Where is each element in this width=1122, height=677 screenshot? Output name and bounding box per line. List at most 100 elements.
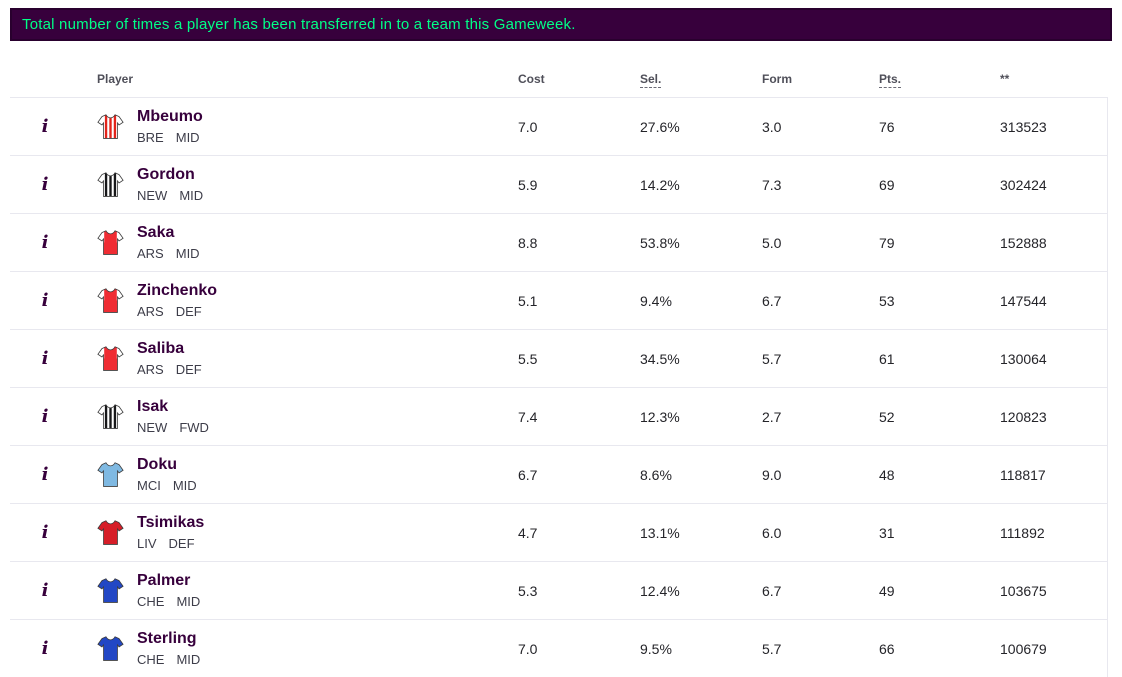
player-team: CHE (137, 593, 165, 609)
player-team-position: CHE MID (137, 652, 200, 667)
player-cell: Saka ARS MID (80, 224, 518, 261)
player-name: Tsimikas (137, 514, 205, 532)
player-info-icon[interactable]: i (41, 174, 49, 195)
player-meta: Sterling CHE MID (137, 630, 200, 666)
selected-percent-value: 14.2% (640, 176, 680, 193)
player-team: ARS (137, 303, 164, 319)
player-team-position: ARS DEF (137, 362, 202, 377)
points-value: 49 (879, 582, 895, 599)
player-position: MID (175, 129, 200, 145)
cost-value: 7.0 (518, 640, 538, 657)
player-team: CHE (137, 651, 165, 667)
points-value: 48 (879, 466, 895, 483)
player-cell: Doku MCI MID (80, 456, 518, 493)
player-position: MID (176, 651, 201, 667)
player-meta: Doku MCI MID (137, 456, 197, 492)
player-meta: Zinchenko ARS DEF (137, 282, 217, 318)
player-meta: Tsimikas LIV DEF (137, 514, 204, 550)
player-info-icon[interactable]: i (41, 522, 49, 543)
form-value: 5.7 (762, 640, 782, 657)
cost-value: 5.5 (518, 350, 538, 367)
transfers-table: Player Cost Sel. Form Pts. ** i (10, 60, 1108, 677)
player-meta: Saliba ARS DEF (137, 340, 202, 376)
player-info-icon[interactable]: i (41, 232, 49, 253)
player-name: Saka (137, 224, 175, 242)
cost-value: 5.3 (518, 582, 538, 599)
team-shirt-icon (97, 288, 124, 313)
transfers-in-value: 120823 (1000, 408, 1047, 425)
player-position: MID (172, 477, 197, 493)
player-team: NEW (137, 187, 168, 203)
player-position: DEF (175, 361, 202, 377)
form-value: 5.0 (762, 234, 782, 251)
player-row: i Palmer CHE MID (10, 561, 1107, 619)
info-cell: i (10, 232, 80, 253)
player-info-icon[interactable]: i (41, 290, 49, 311)
points-value: 66 (879, 640, 895, 657)
player-row: i Mbeumo BRE MID (10, 97, 1107, 155)
points-value: 61 (879, 350, 895, 367)
form-value: 5.7 (762, 350, 782, 367)
player-info-icon[interactable]: i (41, 638, 49, 659)
team-shirt-icon (97, 404, 124, 429)
info-cell: i (10, 580, 80, 601)
info-cell: i (10, 464, 80, 485)
player-name: Saliba (137, 340, 185, 358)
player-row: i Zinchenko ARS DEF (10, 271, 1107, 329)
player-team: BRE (137, 129, 164, 145)
points-value: 52 (879, 408, 895, 425)
player-team-position: NEW FWD (137, 420, 209, 435)
transfers-in-value: 130064 (1000, 350, 1047, 367)
points-value: 53 (879, 292, 895, 309)
cost-value: 8.8 (518, 234, 538, 251)
player-team: ARS (137, 245, 164, 261)
player-cell: Palmer CHE MID (80, 572, 518, 609)
cost-value: 5.9 (518, 176, 538, 193)
column-header-cost: Cost (518, 71, 545, 86)
info-cell: i (10, 348, 80, 369)
transfers-in-value: 313523 (1000, 118, 1047, 135)
player-name: Doku (137, 456, 177, 474)
selected-percent-value: 9.4% (640, 292, 672, 309)
player-cell: Tsimikas LIV DEF (80, 514, 518, 551)
transfers-in-value: 302424 (1000, 176, 1047, 193)
player-row: i Saka ARS MID 8 (10, 213, 1107, 271)
player-team: MCI (137, 477, 161, 493)
player-cell: Saliba ARS DEF (80, 340, 518, 377)
player-meta: Saka ARS MID (137, 224, 200, 260)
points-value: 79 (879, 234, 895, 251)
player-name: Sterling (137, 630, 197, 648)
selected-percent-value: 8.6% (640, 466, 672, 483)
team-shirt-icon (97, 114, 124, 139)
transfers-in-value: 103675 (1000, 582, 1047, 599)
player-info-icon[interactable]: i (41, 406, 49, 427)
transfers-in-value: 111892 (1000, 524, 1045, 541)
info-cell: i (10, 290, 80, 311)
player-meta: Palmer CHE MID (137, 572, 200, 608)
team-shirt-icon (97, 462, 124, 487)
player-row: i Isak NEW FWD 7 (10, 387, 1107, 445)
player-name: Palmer (137, 572, 191, 590)
player-team-position: CHE MID (137, 594, 200, 609)
info-cell: i (10, 638, 80, 659)
team-shirt-icon (97, 230, 124, 255)
player-info-icon[interactable]: i (41, 580, 49, 601)
column-header-player: Player (97, 71, 134, 86)
player-info-icon[interactable]: i (41, 464, 49, 485)
selected-percent-value: 12.4% (640, 582, 680, 599)
player-name: Mbeumo (137, 108, 203, 126)
column-header-pts: Pts. (879, 71, 902, 88)
team-shirt-icon (97, 578, 124, 603)
player-position: DEF (168, 535, 195, 551)
player-team-position: NEW MID (137, 188, 203, 203)
form-value: 9.0 (762, 466, 782, 483)
player-info-icon[interactable]: i (41, 348, 49, 369)
player-position: MID (179, 187, 204, 203)
player-name: Isak (137, 398, 169, 416)
player-team-position: ARS DEF (137, 304, 217, 319)
transfers-in-value: 147544 (1000, 292, 1047, 309)
team-shirt-icon (97, 346, 124, 371)
cost-value: 7.0 (518, 118, 538, 135)
points-value: 31 (879, 524, 895, 541)
player-info-icon[interactable]: i (41, 116, 49, 137)
